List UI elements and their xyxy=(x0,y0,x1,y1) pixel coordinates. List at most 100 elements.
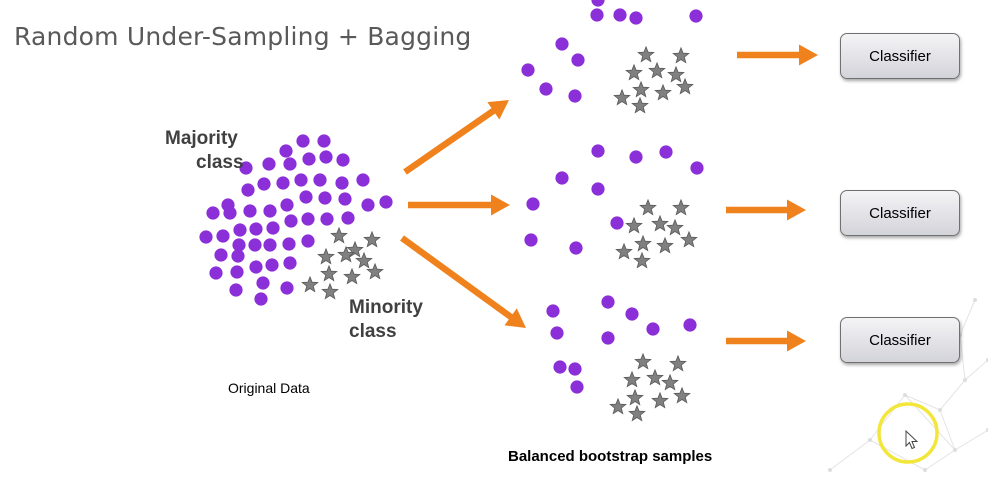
majority-dot xyxy=(239,161,253,175)
majority-dot xyxy=(229,283,243,297)
majority-dot xyxy=(553,360,567,374)
minority-star xyxy=(628,404,646,422)
minority-star xyxy=(301,275,319,293)
majority-label-line2: class xyxy=(196,152,244,173)
majority-dot xyxy=(265,258,279,272)
majority-class-label: Majority class xyxy=(165,127,244,175)
network-node xyxy=(923,468,927,472)
majority-dot xyxy=(231,249,245,263)
classifier-box-2: Classifier xyxy=(840,190,960,236)
majority-dot xyxy=(279,144,293,158)
majority-dot xyxy=(302,152,316,166)
network-line xyxy=(959,299,976,336)
majority-dot xyxy=(257,177,271,191)
majority-dot xyxy=(232,238,246,252)
page-title: Random Under-Sampling + Bagging xyxy=(14,22,472,51)
network-node xyxy=(903,393,907,397)
network-line xyxy=(904,394,941,411)
majority-dot xyxy=(379,195,393,209)
minority-star xyxy=(321,282,339,300)
minority-star xyxy=(363,230,381,248)
minority-class-label: Minority class xyxy=(349,296,423,344)
majority-dot xyxy=(569,241,583,255)
majority-dot xyxy=(591,0,605,7)
majority-dot xyxy=(294,173,308,187)
majority-dot xyxy=(336,153,350,167)
network-node xyxy=(963,378,967,382)
minority-star xyxy=(672,198,690,216)
majority-dot xyxy=(243,204,257,218)
network-node xyxy=(868,438,872,442)
majority-dot xyxy=(521,63,535,77)
majority-dot xyxy=(206,206,220,220)
minority-star xyxy=(651,214,669,232)
minority-star xyxy=(637,45,655,63)
majority-dot xyxy=(591,144,605,158)
majority-dot xyxy=(276,176,290,190)
minority-star xyxy=(609,397,627,415)
network-line xyxy=(869,394,906,441)
majority-dot xyxy=(214,248,228,262)
majority-dot xyxy=(610,216,624,230)
majority-dot xyxy=(317,134,331,148)
network-line xyxy=(869,439,926,471)
minority-star xyxy=(669,354,687,372)
majority-dot xyxy=(341,211,355,225)
majority-dot xyxy=(299,190,313,204)
network-line xyxy=(959,334,966,381)
arrow-head xyxy=(504,308,526,328)
minority-star xyxy=(631,96,649,114)
minority-star xyxy=(634,234,652,252)
majority-dot xyxy=(263,238,277,252)
minority-star xyxy=(639,198,657,216)
minority-star xyxy=(680,230,698,248)
majority-dot xyxy=(539,82,553,96)
majority-dot xyxy=(683,318,697,332)
minority-star xyxy=(366,262,384,280)
arrow-head xyxy=(787,199,806,221)
minority-star xyxy=(661,373,679,391)
majority-dot xyxy=(613,8,627,22)
majority-dot xyxy=(690,161,704,175)
minority-star xyxy=(625,63,643,81)
minority-star xyxy=(666,218,684,236)
majority-dot xyxy=(646,322,660,336)
majority-dot xyxy=(296,134,310,148)
majority-dot xyxy=(280,281,294,295)
majority-dot xyxy=(256,276,270,290)
network-node xyxy=(828,468,832,472)
majority-dot xyxy=(241,183,255,197)
majority-dot xyxy=(301,234,315,248)
arrow-shaft xyxy=(403,107,497,175)
majority-dot xyxy=(601,331,615,345)
majority-dot xyxy=(555,171,569,185)
original-data-cluster xyxy=(199,134,393,306)
majority-dot xyxy=(319,150,333,164)
majority-dot xyxy=(209,266,223,280)
majority-dot xyxy=(568,89,582,103)
majority-dot xyxy=(318,191,332,205)
majority-dot xyxy=(629,150,643,164)
arrow-shaft xyxy=(400,235,515,321)
cursor-icon xyxy=(905,429,919,450)
majority-dot xyxy=(263,204,277,218)
network-node xyxy=(953,448,957,452)
minority-star xyxy=(337,245,355,263)
original-data-label: Original Data xyxy=(228,380,310,396)
arrow-head xyxy=(491,194,510,216)
network-line xyxy=(939,409,956,451)
minority-star xyxy=(613,88,631,106)
classifier-box-3: Classifier xyxy=(840,317,960,363)
majority-dot xyxy=(301,212,315,226)
highlight-circle-icon xyxy=(877,402,939,464)
minority-star xyxy=(646,368,664,386)
minority-star xyxy=(676,77,694,95)
majority-dot xyxy=(526,197,540,211)
minority-star xyxy=(648,61,666,79)
minority-star xyxy=(632,80,650,98)
majority-dot xyxy=(216,229,230,243)
arrow-head xyxy=(487,100,509,120)
network-node xyxy=(938,408,942,412)
majority-dot xyxy=(248,238,262,252)
majority-label-line1: Majority xyxy=(165,128,238,149)
